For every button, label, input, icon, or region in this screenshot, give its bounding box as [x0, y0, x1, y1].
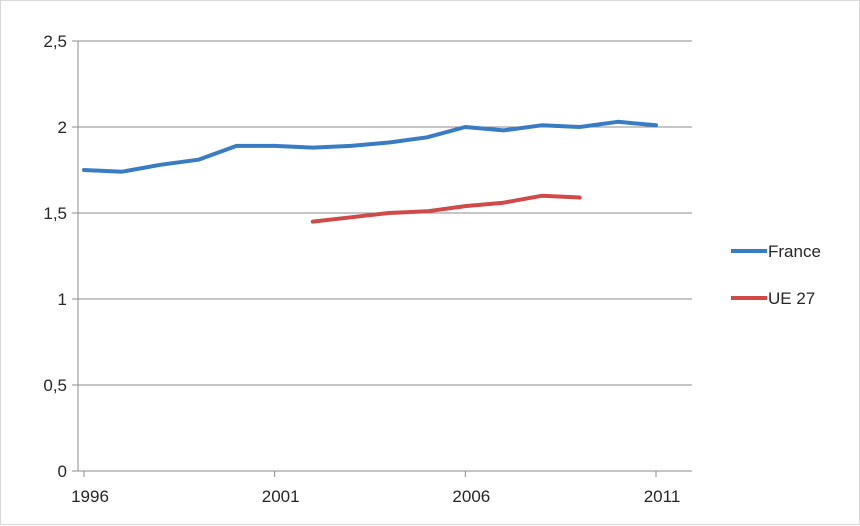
y-tick-label: 2,5 [43, 32, 67, 51]
legend-label: France [768, 242, 821, 261]
series-ue-27 [313, 196, 580, 222]
x-tick-label: 2006 [452, 487, 490, 506]
x-tick-label: 2011 [644, 487, 681, 506]
x-tick-label: 1996 [71, 487, 109, 506]
y-tick-label: 1,5 [43, 204, 67, 223]
x-tick-labels: 1996 2001 2006 2011 [71, 487, 680, 506]
series-lines [84, 122, 656, 222]
y-tick-label: 0,5 [43, 376, 67, 395]
y-tick-label: 1 [58, 290, 67, 309]
legend: France UE 27 [731, 242, 821, 308]
x-tick-label: 2001 [262, 487, 300, 506]
axes [72, 41, 692, 477]
series-line [84, 122, 656, 172]
series-line [313, 196, 580, 222]
y-tick-label: 0 [58, 462, 67, 481]
legend-label: UE 27 [768, 289, 815, 308]
series-france [84, 122, 656, 172]
y-tick-label: 2 [58, 118, 67, 137]
y-tick-labels: 0 0,5 1 1,5 2 2,5 [43, 32, 67, 481]
